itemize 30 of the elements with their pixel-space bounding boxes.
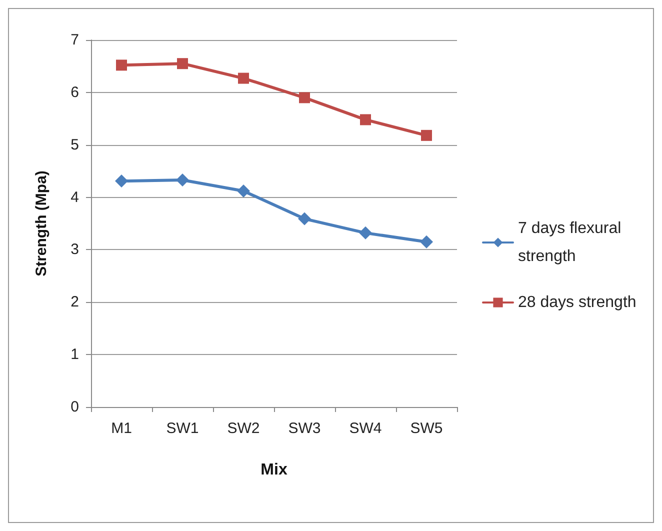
point	[115, 174, 128, 188]
y-tick-label: 5	[70, 136, 79, 154]
y-tick-label: 7	[70, 32, 79, 48]
x-tick-label: SW2	[227, 420, 260, 437]
point	[420, 235, 433, 248]
x-tick-label: SW5	[410, 420, 443, 437]
x-tick-label: SW1	[166, 420, 199, 437]
point	[299, 92, 310, 104]
x-tick-label: SW3	[288, 420, 321, 437]
point	[238, 72, 249, 84]
x-axis-title: Mix	[260, 462, 288, 478]
point	[116, 60, 127, 71]
legend-label: 7 days flexural strength	[518, 220, 626, 265]
x-tick-label: M1	[111, 420, 132, 437]
point	[298, 212, 311, 226]
point	[421, 130, 432, 141]
point	[359, 226, 372, 240]
y-tick-label: 2	[70, 294, 79, 311]
legend-label: 28 days strength	[518, 294, 636, 311]
y-tick-label: 0	[70, 398, 79, 416]
point	[176, 173, 189, 186]
y-tick-label: 3	[70, 241, 79, 258]
y-tick-label: 1	[70, 346, 79, 364]
x-tick-label: SW4	[349, 420, 382, 437]
point	[237, 184, 250, 198]
y-tick-label: 6	[70, 84, 79, 101]
point	[177, 58, 188, 70]
y-tick-label: 4	[70, 188, 79, 206]
y-axis-title: Strength (Mpa)	[33, 170, 50, 276]
point	[360, 114, 371, 126]
